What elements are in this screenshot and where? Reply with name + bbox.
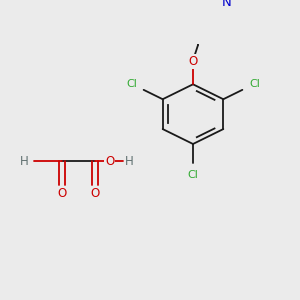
Text: Cl: Cl (249, 79, 260, 89)
Text: O: O (105, 154, 114, 167)
Text: O: O (90, 187, 100, 200)
Text: O: O (188, 55, 198, 68)
Text: Cl: Cl (188, 170, 198, 180)
Text: H: H (20, 154, 28, 167)
Text: O: O (57, 187, 67, 200)
Text: N: N (222, 0, 232, 9)
Text: Cl: Cl (126, 79, 137, 89)
Text: H: H (125, 154, 134, 167)
